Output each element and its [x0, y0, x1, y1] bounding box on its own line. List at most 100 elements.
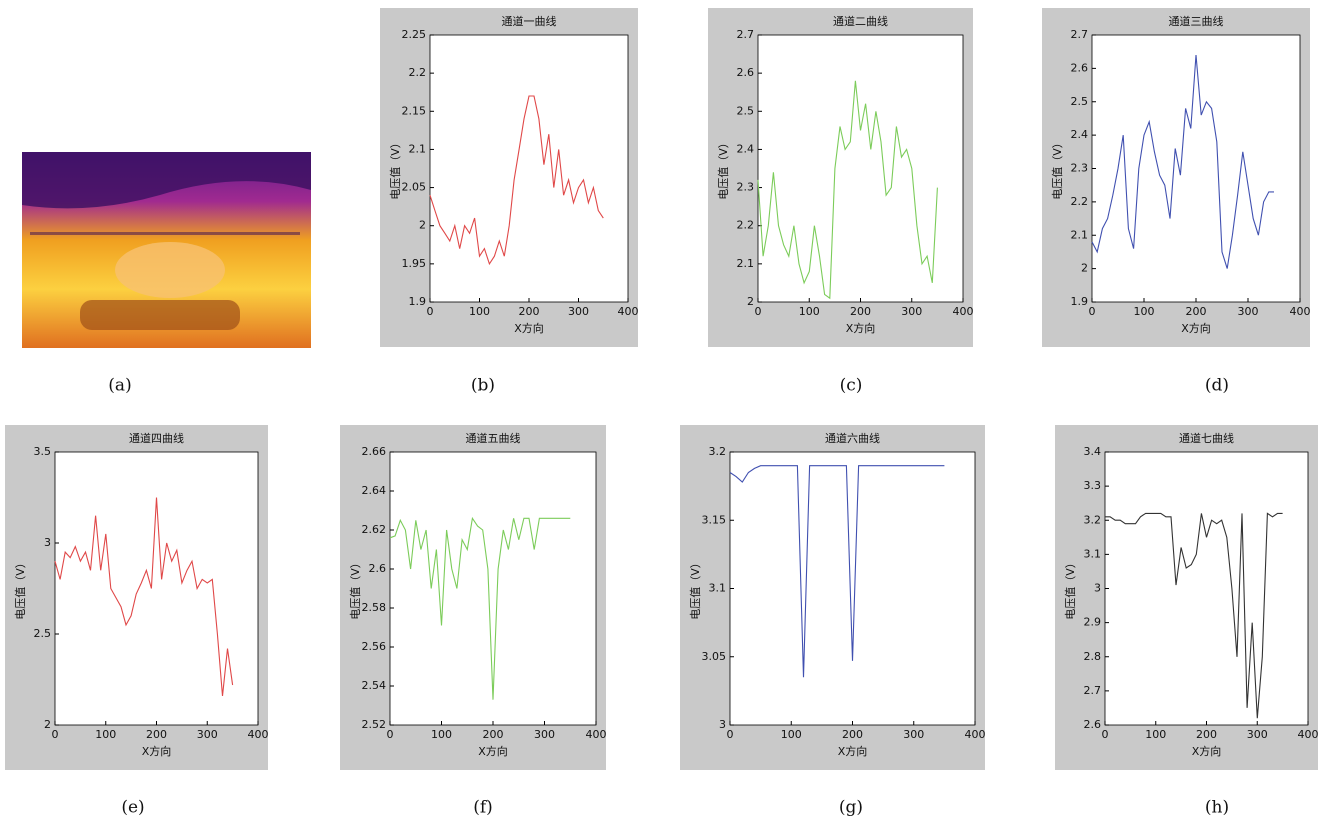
- x-tick-label: 400: [965, 728, 986, 741]
- x-tick-label: 0: [1102, 728, 1109, 741]
- y-tick-label: 1.9: [409, 295, 427, 308]
- y-tick-label: 3.5: [34, 445, 52, 458]
- caption: (e): [121, 798, 144, 818]
- x-tick-label: 0: [427, 305, 434, 318]
- x-tick-label: 300: [534, 728, 555, 741]
- y-tick-label: 2.4: [1071, 128, 1089, 141]
- x-tick-label: 0: [727, 728, 734, 741]
- y-tick-label: 2: [419, 219, 426, 232]
- x-axis-label: X方向: [1181, 321, 1211, 335]
- y-tick-label: 3: [1094, 582, 1101, 595]
- chart-title: 通道二曲线: [833, 14, 888, 28]
- chart-title: 通道四曲线: [129, 431, 184, 445]
- series-line: [429, 95, 604, 266]
- x-tick-label: 200: [483, 728, 504, 741]
- y-tick-label: 2.5: [737, 104, 755, 117]
- y-tick-label: 3.2: [1084, 513, 1102, 526]
- y-tick-label: 2.3: [737, 181, 755, 194]
- plot-area: [757, 34, 964, 303]
- x-tick-label: 300: [1238, 305, 1259, 318]
- x-tick-label: 300: [1247, 728, 1268, 741]
- x-tick-label: 200: [146, 728, 167, 741]
- y-tick-label: 2.5: [1071, 95, 1089, 108]
- plot-area: [429, 34, 629, 303]
- y-tick-label: 3: [44, 536, 51, 549]
- y-tick-label: 3: [719, 718, 726, 731]
- plot-area: [1091, 34, 1301, 303]
- x-tick-label: 300: [903, 728, 924, 741]
- x-tick-label: 300: [901, 305, 922, 318]
- y-tick-label: 3.4: [1084, 445, 1102, 458]
- x-tick-label: 0: [1089, 305, 1096, 318]
- y-tick-label: 2.64: [362, 484, 387, 497]
- y-axis-label: 电压值（V）: [1064, 557, 1077, 620]
- x-tick-label: 100: [469, 305, 490, 318]
- x-tick-label: 400: [248, 728, 269, 741]
- caption: (d): [1205, 376, 1229, 396]
- y-tick-label: 2.6: [1071, 61, 1089, 74]
- x-tick-label: 300: [568, 305, 589, 318]
- plot-area: [729, 451, 976, 726]
- series-line: [757, 80, 938, 300]
- y-tick-label: 3.05: [702, 650, 727, 663]
- x-tick-label: 200: [1186, 305, 1207, 318]
- x-axis-label: X方向: [1192, 744, 1222, 758]
- chart: 通道三曲线 X方向 电压值（V） 0 100 200 300 400 1.9 2 2.1 2.2 2.3…: [1042, 8, 1311, 396]
- x-tick-label: 0: [755, 305, 762, 318]
- x-tick-label: 100: [1134, 305, 1155, 318]
- y-tick-label: 2.1: [409, 142, 427, 155]
- x-tick-label: 400: [586, 728, 607, 741]
- series-line: [1105, 512, 1283, 719]
- x-tick-label: 300: [197, 728, 218, 741]
- y-tick-label: 2.7: [737, 28, 755, 41]
- x-tick-label: 0: [387, 728, 394, 741]
- chart-title: 通道五曲线: [466, 431, 521, 445]
- y-tick-label: 2.7: [1071, 28, 1089, 41]
- caption: (b): [471, 376, 495, 396]
- y-tick-label: 2.6: [737, 66, 755, 79]
- y-tick-label: 2.1: [737, 257, 755, 270]
- x-tick-label: 200: [1196, 728, 1217, 741]
- y-axis-label: 电压值（V）: [689, 557, 702, 620]
- y-tick-label: 2.9: [1084, 616, 1102, 629]
- y-axis-label: 电压值（V）: [389, 137, 402, 200]
- y-tick-label: 2.5: [34, 627, 52, 640]
- y-tick-label: 1.9: [1071, 295, 1089, 308]
- y-tick-label: 2.4: [737, 142, 755, 155]
- y-tick-label: 2.52: [362, 718, 387, 731]
- x-axis-label: X方向: [838, 744, 868, 758]
- x-tick-label: 100: [431, 728, 452, 741]
- y-tick-label: 3.1: [709, 582, 727, 595]
- y-tick-label: 2.15: [402, 104, 427, 117]
- y-tick-label: 2.6: [369, 562, 387, 575]
- thermal-image: [22, 152, 311, 348]
- y-tick-label: 2.2: [409, 66, 427, 79]
- y-tick-label: 2.66: [362, 445, 387, 458]
- caption: (h): [1205, 798, 1229, 818]
- x-tick-label: 400: [1298, 728, 1319, 741]
- x-tick-label: 0: [52, 728, 59, 741]
- chart: 通道七曲线 X方向 电压值（V） 0 100 200 300 400 2.6 2.7 2.8 2.9 3…: [1055, 425, 1319, 818]
- chart-title: 通道七曲线: [1179, 431, 1234, 445]
- chart: 通道一曲线 X方向 电压值（V） 0 100 200 300 400 1.9 1.95 2 2.05 2…: [380, 8, 639, 396]
- y-tick-label: 2.62: [362, 523, 387, 536]
- y-axis-label: 电压值（V）: [14, 557, 27, 620]
- caption: (a): [108, 376, 131, 396]
- x-tick-label: 100: [95, 728, 116, 741]
- chart: 通道二曲线 X方向 电压值（V） 0 100 200 300 400 2 2.1 2.2 2.3 2.4…: [708, 8, 974, 396]
- x-tick-label: 200: [519, 305, 540, 318]
- y-tick-label: 3.3: [1084, 479, 1102, 492]
- chart: 通道四曲线 X方向 电压值（V） 0 100 200 300 400 2 2.5 3 3.5 (e): [5, 425, 269, 818]
- x-axis-label: X方向: [478, 744, 508, 758]
- y-tick-label: 2.25: [402, 28, 427, 41]
- caption: (g): [839, 798, 863, 818]
- y-tick-label: 2.8: [1084, 650, 1102, 663]
- series-line: [54, 497, 234, 696]
- caption: (f): [473, 798, 493, 818]
- x-axis-label: X方向: [514, 321, 544, 335]
- y-axis-label: 电压值（V）: [717, 137, 730, 200]
- chart: 通道六曲线 X方向 电压值（V） 0 100 200 300 400 3 3.05 3.1 3.15 3…: [680, 425, 986, 818]
- x-axis-label: X方向: [846, 321, 876, 335]
- x-tick-label: 100: [1145, 728, 1166, 741]
- chart-title: 通道一曲线: [502, 14, 557, 28]
